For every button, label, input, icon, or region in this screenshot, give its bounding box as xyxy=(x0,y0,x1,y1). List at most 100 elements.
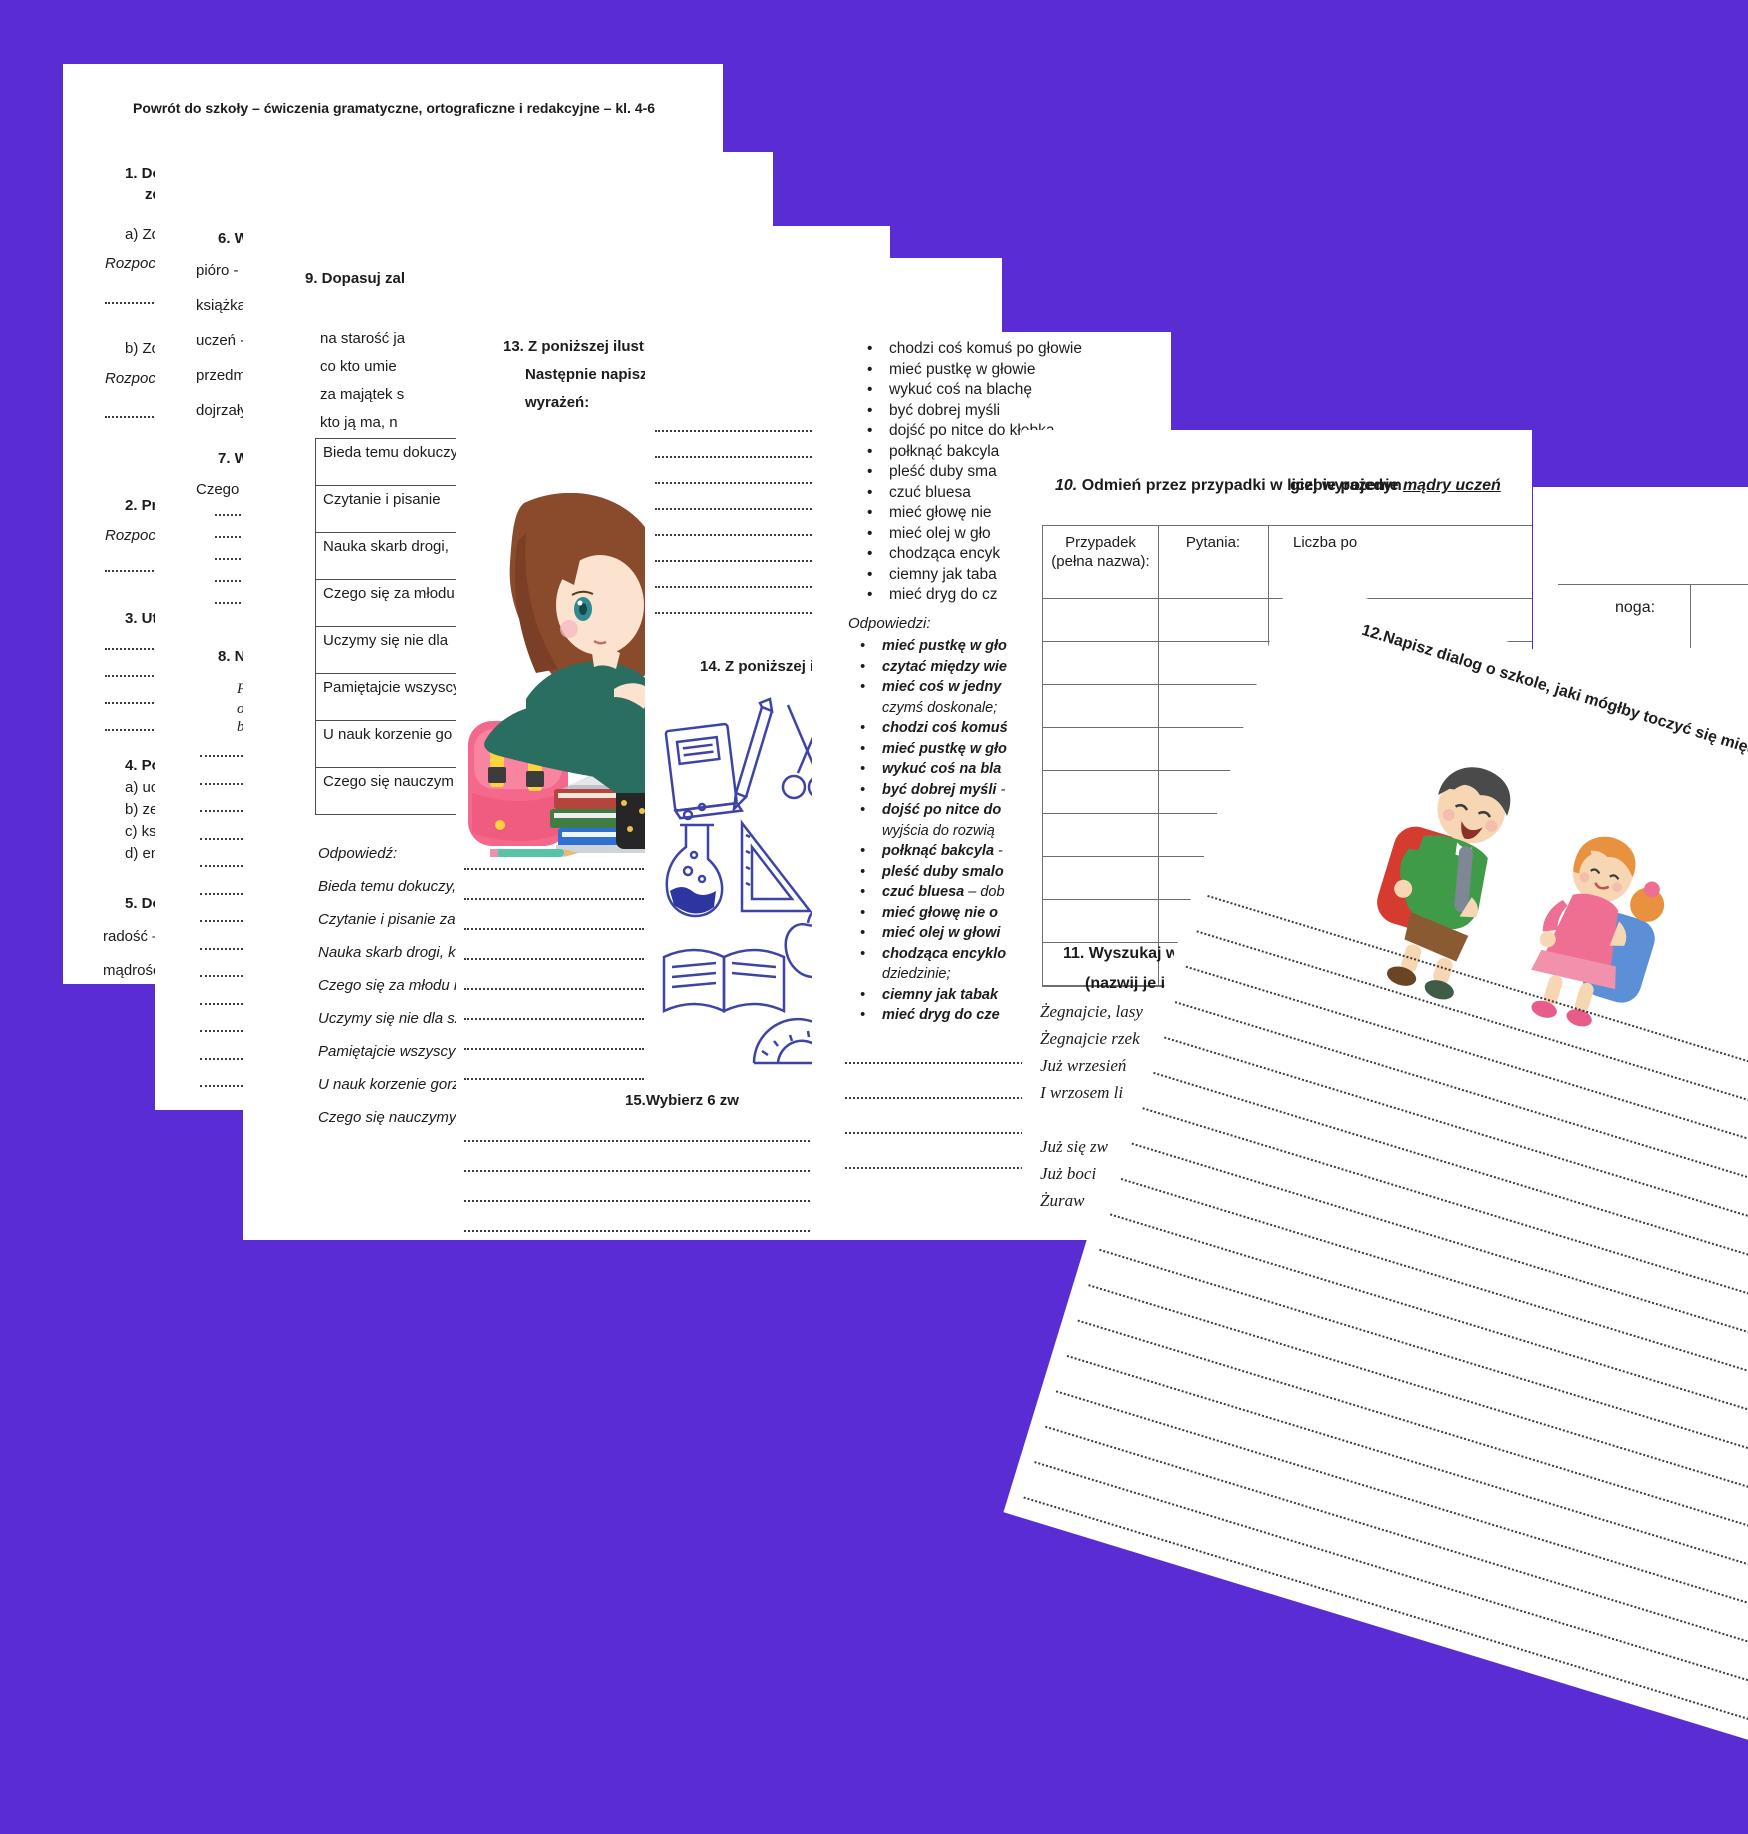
proverb-line: za majątek s xyxy=(320,386,405,403)
worksheet-page-8-rotated: 12.Napisz dialog o szkole, jaki mógłby t… xyxy=(1003,575,1748,1834)
exercise-10-title-left: 10. Odmień przez przypadki w liczbie poj… xyxy=(1055,477,1402,494)
dotted-line xyxy=(1174,1001,1748,1299)
dotted-line xyxy=(200,810,243,812)
exercise-1b-label: b) Zd xyxy=(125,340,161,357)
dotted-line xyxy=(1142,1107,1748,1405)
dotted-line xyxy=(200,782,243,785)
idiom-answer-item: wyjścia do rozwią xyxy=(882,822,995,839)
idiom-answer-item: wykuć coś na bla xyxy=(860,761,1008,782)
exercise-4a: a) uc xyxy=(125,779,159,796)
idiom-answer-item: czytać między wie xyxy=(860,659,1008,680)
dotted-line xyxy=(200,975,243,977)
exercise-3-label: 3. Ut xyxy=(125,610,158,627)
exercise-11-line1: 11. Wyszukaj w xyxy=(1063,945,1179,962)
exercise-4c: c) ks xyxy=(125,823,157,840)
dotted-line xyxy=(200,947,243,950)
header-pytania: Pytania: xyxy=(1185,534,1241,551)
word-pioro: pióro - ... xyxy=(196,262,256,279)
dotted-line xyxy=(464,958,644,960)
idiom-item: połknąć bakcyla xyxy=(867,443,1082,464)
poem-line: Już się zw xyxy=(1040,1137,1108,1156)
idiom-item: mieć dryg do cz xyxy=(867,586,1082,607)
dotted-line xyxy=(464,1048,644,1050)
header-przypadek: Przypadek (pełna nazwa): xyxy=(1051,534,1150,570)
dotted-line xyxy=(464,898,644,900)
dotted-line xyxy=(105,570,165,572)
madry-uczen-phrase: mądry uczeń xyxy=(1402,477,1501,494)
exercise-2-label: 2. Pr xyxy=(125,497,158,514)
idiom-item: mieć olej w gło xyxy=(867,525,1082,546)
idiom-answers-list: mieć pustkę w głoczytać między wiemieć c… xyxy=(860,638,1008,1028)
dotted-line xyxy=(215,558,265,560)
answer-label: Odpowiedź: xyxy=(318,845,398,862)
idiom-answer-item: dziedzinie; xyxy=(882,966,951,982)
dotted-line xyxy=(105,702,165,704)
kids-with-backpacks-illustration xyxy=(1377,767,1665,1027)
proverb-line: na starość ja xyxy=(320,330,406,347)
dotted-line xyxy=(464,1018,644,1020)
dotted-line xyxy=(105,648,165,650)
idiom-item: chodząca encyk xyxy=(867,545,1082,566)
idiom-answer-item: dojść po nitce do xyxy=(860,802,1008,823)
dotted-line xyxy=(464,1140,814,1142)
dotted-line xyxy=(200,1030,243,1032)
worksheet-title: Powrót do szkoły – ćwiczenia gramatyczne… xyxy=(133,100,656,116)
answer-line: Uczymy się nie dla sz xyxy=(318,1010,463,1027)
table-cell-border-top xyxy=(1558,584,1748,585)
purple-canvas: { "colors": { "background": "#5A2CD3", "… xyxy=(0,0,1748,1240)
idiom-item: pleść duby sma xyxy=(867,463,1082,484)
idiom-answer-item: chodzi coś komuś xyxy=(860,720,1008,741)
dotted-line xyxy=(1099,1248,1748,1547)
dotted-line xyxy=(464,1200,814,1202)
dotted-line xyxy=(464,928,644,930)
poem-line: Już boci xyxy=(1040,1164,1097,1183)
boy-illustration xyxy=(1377,767,1511,1000)
poem-line: Żegnajcie, lasy xyxy=(1040,1002,1143,1021)
answer-line: Czego się za młodu n xyxy=(318,977,463,994)
exercise-11-line2: (nazwij je i xyxy=(1085,975,1166,992)
idiom-answer-item: czymś doskonale; xyxy=(882,699,998,716)
exercise-13-line1: 13. Z poniższej ilustracji xyxy=(503,338,675,355)
answers-label: Odpowiedzi: xyxy=(848,615,931,632)
dotted-line xyxy=(464,1170,814,1172)
dotted-line xyxy=(215,580,265,582)
idiom-answer-item: ciemny jak tabak xyxy=(860,987,1008,1008)
girl-illustration xyxy=(1531,836,1665,1027)
answer-line: Nauka skarb drogi, kt xyxy=(318,944,460,961)
dotted-line xyxy=(464,988,644,990)
dotted-line xyxy=(1153,1071,1748,1370)
school-supplies-line-art xyxy=(662,697,828,1065)
idiom-item: ciemny jak taba xyxy=(867,566,1082,587)
poem-line: Żegnajcie rzek xyxy=(1040,1029,1140,1048)
serif-quote-line1: P xyxy=(237,681,247,697)
idiom-item: mieć pustkę w głowie xyxy=(867,361,1082,382)
idiom-list: chodzi coś komuś po głowiemieć pustkę w … xyxy=(867,340,1082,607)
exercise-5-label: 5. Do xyxy=(125,895,162,912)
idiom-answer-item: chodząca encyklo xyxy=(860,946,1008,967)
dotted-line xyxy=(464,1078,644,1080)
header-liczba-mnoga-fragment: noga: xyxy=(1615,599,1656,616)
dotted-line xyxy=(200,920,243,922)
dotted-line xyxy=(105,302,165,304)
dotted-line xyxy=(105,729,165,731)
exercise-13-line3: wyrażeń: xyxy=(525,394,590,411)
idiom-item: być dobrej myśli xyxy=(867,402,1082,423)
idiom-item: czuć bluesa xyxy=(867,484,1082,505)
idiom-item: mieć głowę nie xyxy=(867,504,1082,525)
proverb-line: kto ją ma, n xyxy=(320,414,398,431)
dotted-line xyxy=(200,1057,243,1060)
serif-quote-line3: b xyxy=(237,719,245,735)
exercise-1-label: 1. Do xyxy=(125,165,162,182)
dotted-line xyxy=(215,602,265,604)
dotted-line xyxy=(200,837,243,840)
idiom-answer-item: być dobrej myśli - xyxy=(860,782,1008,803)
idiom-answer-item: mieć dryg do cze xyxy=(860,1007,1008,1028)
dotted-line xyxy=(105,416,165,418)
poem-line: Już wrzesień xyxy=(1040,1056,1127,1075)
exercise-10-title-right: giej wyrażenie mądry uczeń xyxy=(1290,477,1501,494)
dotted-line xyxy=(1088,1284,1748,1582)
idiom-item: wykuć coś na blachę xyxy=(867,381,1082,402)
idiom-answer-item: mieć pustkę w gło xyxy=(860,741,1008,762)
word-madrosc: mądrość xyxy=(103,962,161,979)
poem-line: Żuraw xyxy=(1040,1191,1085,1210)
